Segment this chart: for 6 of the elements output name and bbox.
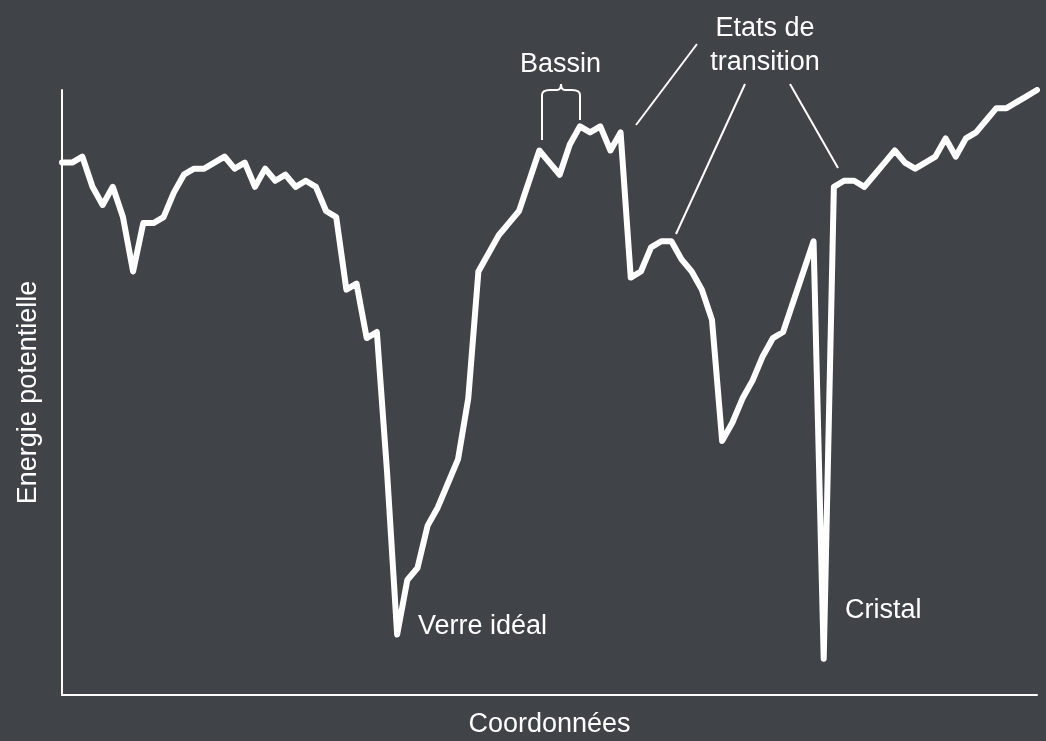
annotation: Cristal [845,594,922,624]
annotation: Verre idéal [418,610,548,640]
text: Bassin [520,48,602,78]
y-axis-title: Energie potentielle [11,280,42,505]
text: Etats de transition [710,12,820,76]
x-axis-title: Coordonnées [468,707,631,738]
